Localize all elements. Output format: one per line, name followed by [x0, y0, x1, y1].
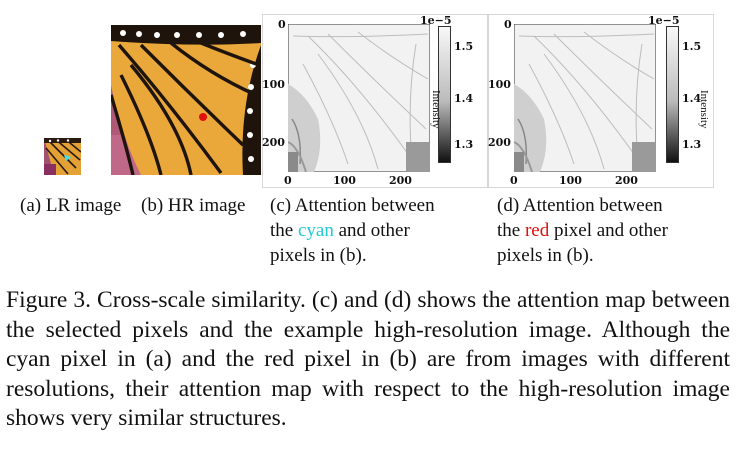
y-tick: 200	[488, 136, 511, 149]
colorbar-tick: 1.4	[682, 92, 702, 105]
lr-butterfly-thumbnail	[44, 137, 82, 175]
x-tick: 0	[510, 174, 518, 187]
y-tick: 200	[262, 136, 285, 149]
red-pixel-marker	[199, 113, 207, 121]
hr-image	[111, 25, 261, 175]
attention-heatmap	[514, 24, 656, 172]
colorbar-tick: 1.3	[454, 138, 474, 151]
attention-map-cyan: 1e−5 0 100 200 0 100 200 1.5 1.4 1.3 Int…	[262, 14, 486, 187]
x-tick: 200	[615, 174, 638, 187]
lr-image	[44, 137, 82, 175]
colorbar-label: Intensity	[698, 90, 710, 129]
subcaption-text: the	[270, 220, 298, 241]
subcaption-d-line3: pixels in (b).	[497, 245, 594, 266]
colorbar-tick: 1.5	[454, 40, 474, 53]
subcaption-d: (d) Attention between the red pixel and …	[497, 193, 668, 268]
attention-map-red: 1e−5 0 100 200 0 100 200 1.5 1.4 1.3 Int…	[488, 14, 712, 187]
figure-caption: Figure 3. Cross-scale similarity. (c) an…	[6, 287, 730, 431]
cyan-pixel-marker	[64, 155, 71, 161]
colorbar	[666, 26, 679, 163]
subcaption-b: (b) HR image	[141, 195, 246, 216]
subcaption-c-line2: the cyan and other	[270, 218, 435, 243]
y-tick: 100	[262, 78, 285, 91]
subcaption-c-line3: pixels in (b).	[270, 245, 367, 266]
x-tick: 0	[284, 174, 292, 187]
subcaption-a: (a) LR image	[20, 195, 122, 216]
subcaption-text: and other	[333, 220, 410, 241]
y-tick: 0	[504, 18, 512, 31]
subcaption-text: pixel and other	[549, 220, 668, 241]
colorbar-tick: 1.4	[454, 92, 474, 105]
x-tick: 200	[389, 174, 412, 187]
red-word: red	[524, 220, 550, 241]
colorbar-tick: 1.5	[682, 40, 702, 53]
y-tick: 100	[488, 78, 511, 91]
subcaption-c-line1: (c) Attention between	[270, 195, 435, 216]
subcaption-d-line1: (d) Attention between	[497, 195, 663, 216]
colorbar-label: Intensity	[430, 90, 442, 129]
colorbar	[438, 26, 451, 163]
subcaption-c: (c) Attention between the cyan and other…	[270, 193, 435, 268]
x-tick: 100	[559, 174, 582, 187]
y-tick: 0	[278, 18, 286, 31]
panel-c-frame	[262, 14, 488, 188]
subcaption-d-line2: the red pixel and other	[497, 218, 668, 243]
subcaption-text: the	[497, 220, 525, 241]
colorbar-tick: 1.3	[682, 138, 702, 151]
x-tick: 100	[333, 174, 356, 187]
hr-butterfly-image	[111, 25, 261, 175]
cyan-word: cyan	[297, 220, 334, 241]
panel-d-frame	[488, 14, 714, 188]
attention-heatmap	[288, 24, 430, 172]
